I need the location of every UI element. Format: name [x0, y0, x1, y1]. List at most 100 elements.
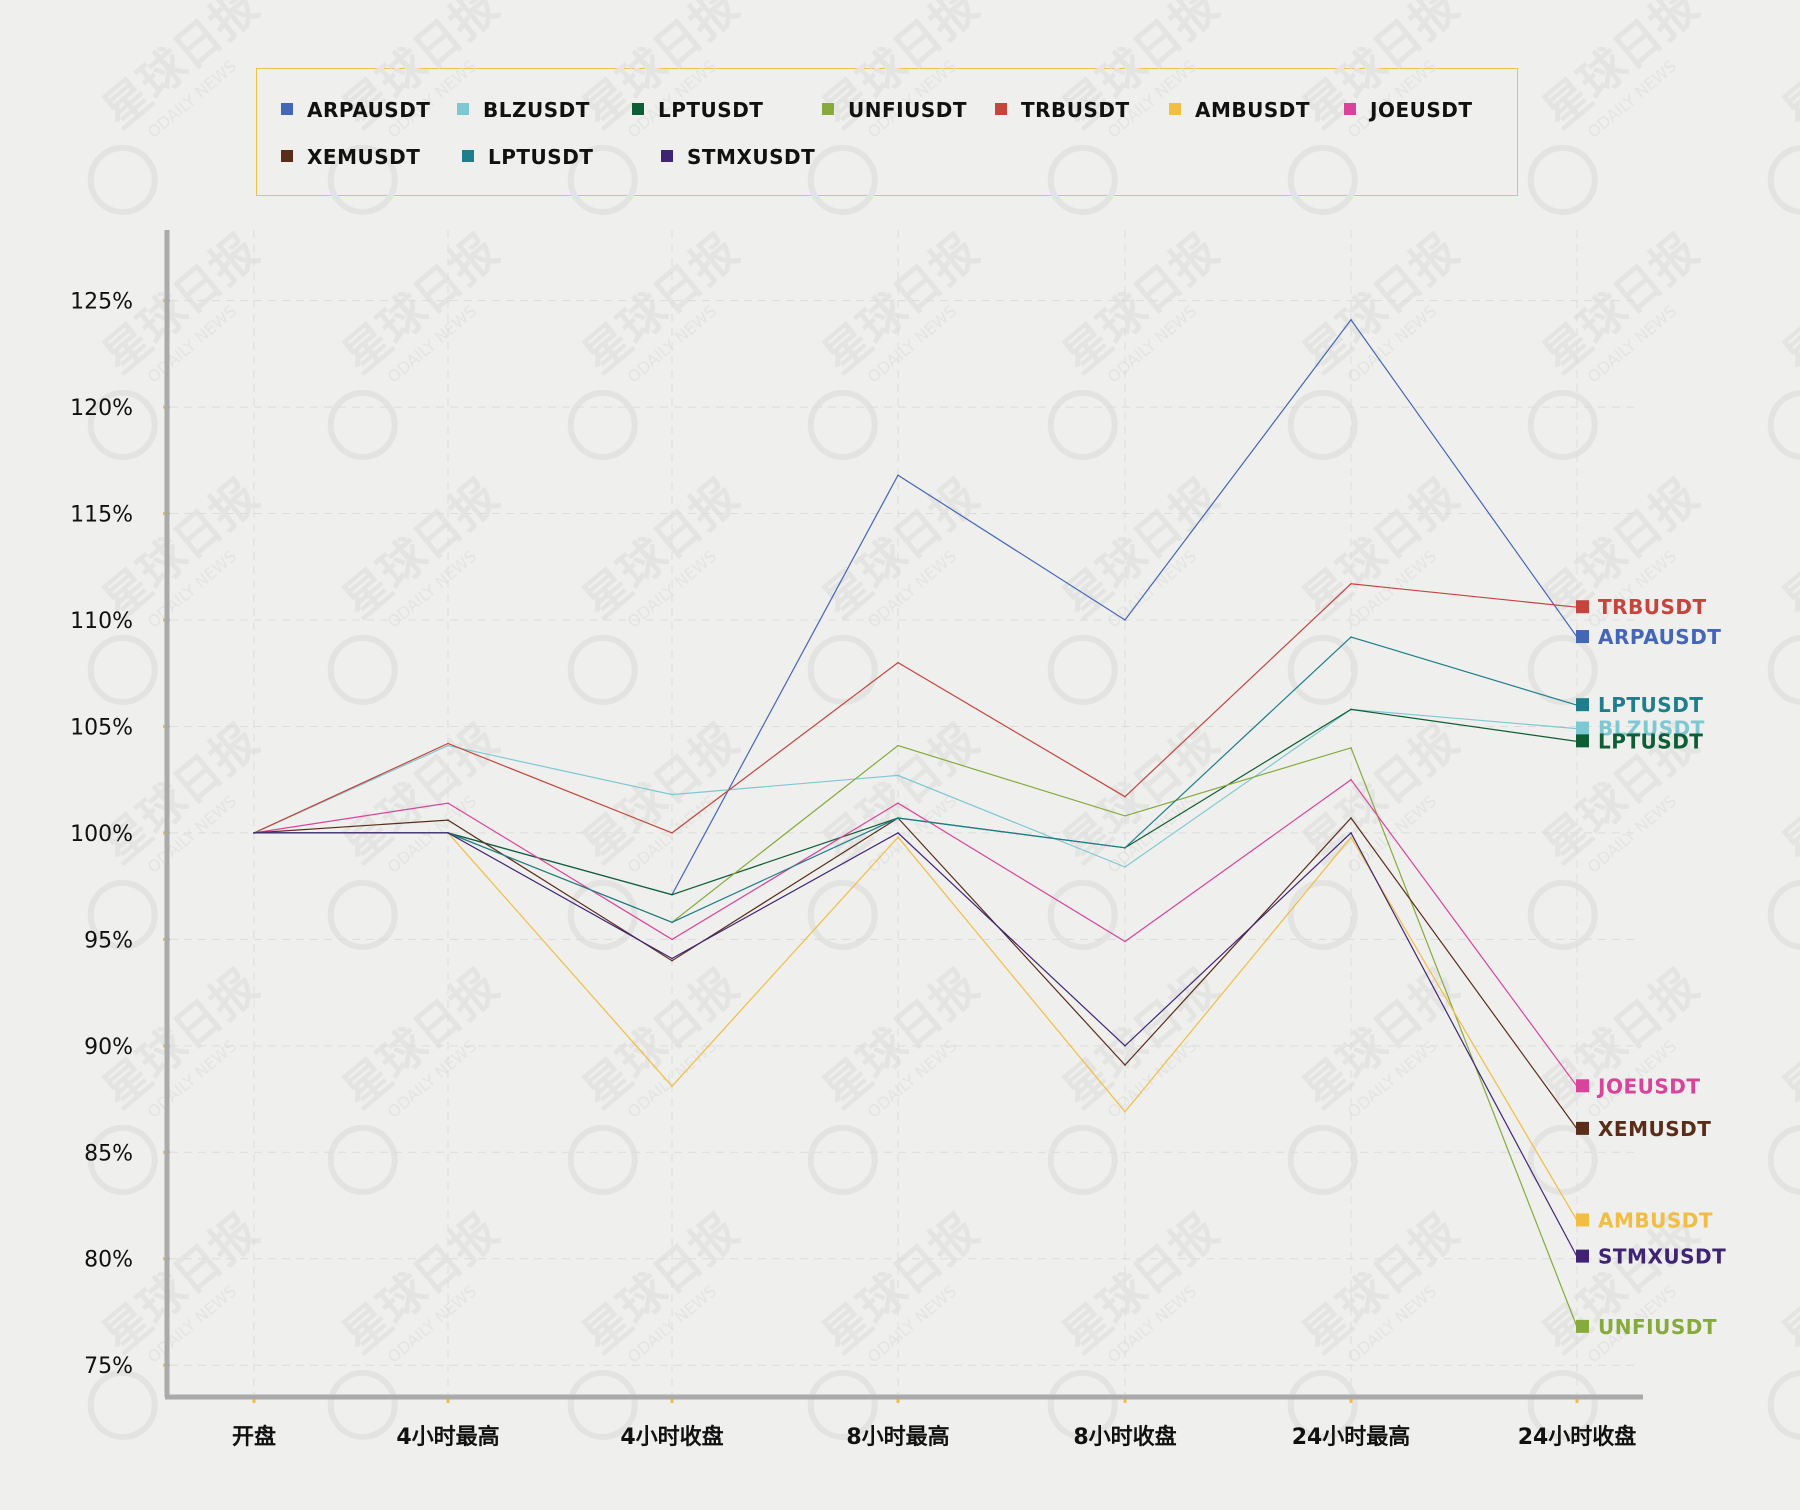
- watermark-logo-icon: [1527, 1124, 1598, 1195]
- y-tick-label: 115%: [70, 503, 133, 528]
- watermark-logo-icon: [1527, 634, 1598, 705]
- data-point: [1124, 1045, 1126, 1047]
- watermark-logo-icon: [567, 634, 638, 705]
- data-point: [1350, 583, 1352, 585]
- data-point: [671, 1085, 673, 1088]
- watermark-logo-icon: [1047, 389, 1118, 460]
- watermark-logo-icon: [1527, 144, 1598, 215]
- y-tick-label: 110%: [70, 609, 133, 634]
- legend-box: [256, 68, 1518, 196]
- data-point: [1124, 1111, 1126, 1113]
- watermark-text: 星球日报: [1772, 0, 1800, 138]
- watermark-logo-icon: [87, 389, 158, 460]
- end-label-marker-icon: [1576, 721, 1589, 735]
- watermark-logo-icon: [87, 879, 158, 950]
- legend-marker-icon: [1169, 103, 1181, 115]
- watermark-logo-icon: [807, 389, 878, 460]
- watermark-logo-icon: [1527, 389, 1598, 460]
- watermark-text: 星球日报: [1772, 224, 1800, 384]
- legend-label: BLZUSDT: [483, 98, 590, 122]
- end-label-marker-icon: [1576, 1249, 1589, 1263]
- legend-label: UNFIUSDT: [848, 98, 967, 122]
- watermark-logo-icon: [327, 634, 398, 705]
- end-label-marker-icon: [1576, 600, 1589, 614]
- data-point: [1350, 746, 1352, 749]
- y-tick-label: 75%: [84, 1354, 133, 1379]
- x-tick-label: 8小时最高: [846, 1424, 949, 1450]
- data-point: [1124, 866, 1126, 868]
- watermark-logo-icon: [807, 144, 878, 215]
- watermark-logo-icon: [327, 1369, 398, 1440]
- watermark-logo-icon: [87, 1124, 158, 1195]
- end-label-marker-icon: [1576, 1319, 1589, 1333]
- legend-label: AMBUSDT: [1195, 98, 1310, 122]
- data-point: [447, 802, 449, 804]
- watermark-text: 星球日报: [1772, 1204, 1800, 1364]
- watermark-logo-icon: [1527, 879, 1598, 950]
- end-label: STMXUSDT: [1598, 1245, 1726, 1269]
- watermark-logo-icon: [807, 1369, 878, 1440]
- end-label-marker-icon: [1576, 1213, 1589, 1227]
- data-point: [447, 742, 449, 745]
- watermark-text: 星球日报: [1772, 714, 1800, 874]
- data-point: [671, 832, 673, 834]
- legend-label: JOEUSDT: [1368, 98, 1473, 122]
- watermark-logo-icon: [1047, 634, 1118, 705]
- watermark-logo-icon: [1767, 389, 1800, 460]
- legend-label: LPTUSDT: [488, 145, 593, 169]
- data-point: [447, 744, 449, 747]
- end-label: UNFIUSDT: [1598, 1315, 1717, 1339]
- y-tick-label: 120%: [70, 396, 133, 421]
- y-tick-label: 105%: [70, 715, 133, 740]
- end-label: JOEUSDT: [1596, 1074, 1701, 1098]
- end-label: LPTUSDT: [1598, 729, 1703, 753]
- data-point: [897, 832, 899, 834]
- y-tick-label: 125%: [70, 290, 133, 315]
- legend-marker-icon: [457, 103, 469, 115]
- watermark-logo-icon: [1287, 1369, 1358, 1440]
- watermark-logo-icon: [1527, 1369, 1598, 1440]
- watermark-logo-icon: [1047, 1369, 1118, 1440]
- end-label-marker-icon: [1576, 698, 1589, 712]
- data-point: [671, 959, 673, 962]
- legend-marker-icon: [632, 103, 644, 115]
- data-point: [1350, 836, 1352, 838]
- end-label-marker-icon: [1576, 1121, 1589, 1135]
- data-point: [1124, 940, 1126, 943]
- y-tick-label: 85%: [84, 1141, 133, 1166]
- legend-label: LPTUSDT: [658, 98, 763, 122]
- data-point: [671, 938, 673, 941]
- data-point: [671, 921, 673, 924]
- data-point: [897, 661, 899, 664]
- data-point: [897, 817, 899, 819]
- data-point: [671, 893, 673, 896]
- end-label: BLZUSDT: [1598, 717, 1705, 741]
- watermark-logo-icon: [567, 144, 638, 215]
- legend-marker-icon: [1344, 103, 1356, 115]
- data-point: [897, 744, 899, 747]
- end-label-marker-icon: [1576, 1079, 1589, 1093]
- data-point: [1350, 778, 1352, 781]
- end-label: AMBUSDT: [1598, 1208, 1713, 1232]
- end-label: ARPAUSDT: [1598, 625, 1721, 649]
- watermark-logo-icon: [567, 1369, 638, 1440]
